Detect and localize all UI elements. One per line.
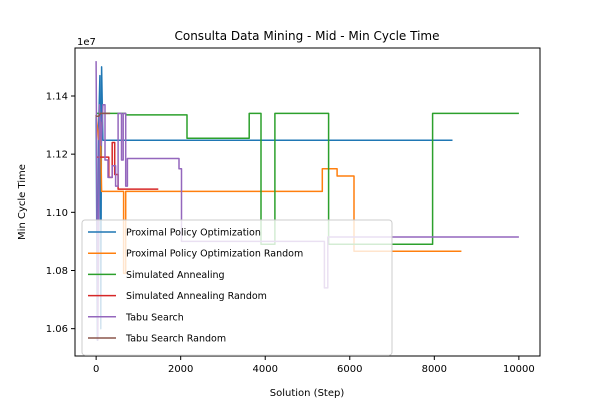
y-tick-label: 1.12 (46, 150, 68, 161)
legend-entry: Simulated Annealing Random (126, 291, 267, 302)
x-axis: 0 2000 4000 6000 8000 10000 (93, 356, 535, 375)
legend-box (81, 219, 393, 356)
legend-entry: Proximal Policy Optimization (126, 228, 261, 239)
legend: Proximal Policy Optimization Proximal Pol… (81, 219, 393, 356)
x-tick-label: 2000 (168, 364, 193, 375)
y-axis: 1.06 1.08 1.10 1.12 1.14 (46, 91, 75, 335)
y-tick-label: 1.08 (46, 266, 68, 277)
x-tick-label: 8000 (422, 364, 447, 375)
y-tick-label: 1.14 (46, 91, 68, 102)
legend-entry: Tabu Search Random (125, 334, 226, 345)
chart-title: Consulta Data Mining - Mid - Min Cycle T… (174, 29, 439, 43)
y-axis-label: Min Cycle Time (17, 164, 28, 240)
x-tick-label: 0 (93, 364, 99, 375)
x-tick-label: 10000 (503, 364, 535, 375)
legend-entry: Tabu Search (125, 312, 184, 323)
y-offset-label: 1e7 (77, 37, 96, 48)
x-axis-label: Solution (Step) (270, 388, 345, 399)
legend-entry: Proximal Policy Optimization Random (126, 249, 303, 260)
y-tick-label: 1.06 (46, 324, 68, 335)
legend-entry: Simulated Annealing (126, 270, 225, 281)
x-tick-label: 4000 (253, 364, 278, 375)
x-tick-label: 6000 (337, 364, 362, 375)
series-line-6 (96, 112, 111, 118)
y-tick-label: 1.10 (46, 208, 68, 219)
plot-area-frame (74, 47, 541, 357)
